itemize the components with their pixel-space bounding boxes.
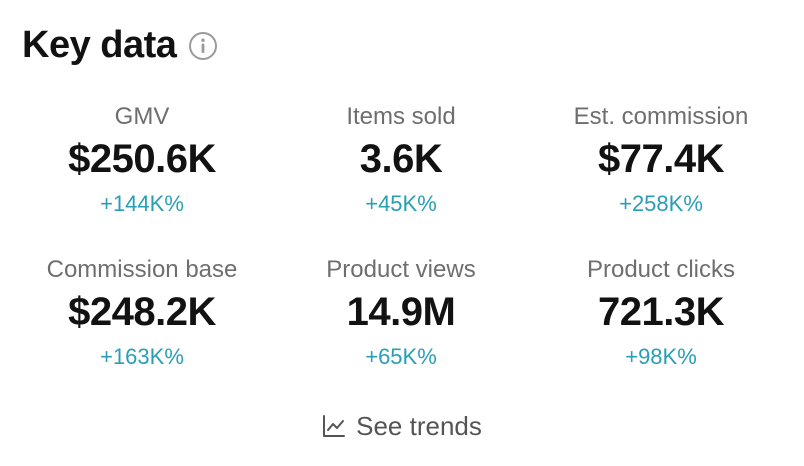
metric-change: +163K% <box>100 344 184 369</box>
metric-value: $248.2K <box>68 290 216 334</box>
metric-product-views[interactable]: Product views 14.9M +65K% <box>284 249 518 402</box>
metric-value: $77.4K <box>598 137 724 181</box>
metric-value: $250.6K <box>68 137 216 181</box>
metric-change: +45K% <box>365 191 437 216</box>
metric-label: Items sold <box>346 103 456 130</box>
metric-value: 3.6K <box>359 137 443 181</box>
line-chart-icon <box>322 414 346 438</box>
metrics-grid: GMV $250.6K +144K% Items sold 3.6K +45K%… <box>0 96 804 402</box>
metric-change: +65K% <box>365 344 437 369</box>
metric-commission-base[interactable]: Commission base $248.2K +163K% <box>0 249 284 402</box>
see-trends-button[interactable]: See trends <box>322 409 482 443</box>
metric-label: Commission base <box>46 256 238 283</box>
trends-row: See trends <box>0 409 804 443</box>
metric-label: Est. commission <box>573 103 749 130</box>
page-title: Key data <box>22 24 177 66</box>
metric-label: GMV <box>114 103 170 130</box>
metric-est-commission[interactable]: Est. commission $77.4K +258K% <box>518 96 804 249</box>
metric-label: Product clicks <box>586 256 736 283</box>
metric-change: +258K% <box>619 191 703 216</box>
info-icon[interactable] <box>188 31 218 61</box>
metric-label: Product views <box>326 256 476 283</box>
key-data-header: Key data <box>22 22 218 68</box>
metric-value: 721.3K <box>598 290 724 334</box>
metric-change: +144K% <box>100 191 184 216</box>
metric-product-clicks[interactable]: Product clicks 721.3K +98K% <box>518 249 804 402</box>
metric-gmv[interactable]: GMV $250.6K +144K% <box>0 96 284 249</box>
see-trends-label: See trends <box>356 411 482 441</box>
metric-change: +98K% <box>625 344 697 369</box>
metric-items-sold[interactable]: Items sold 3.6K +45K% <box>284 96 518 249</box>
metric-value: 14.9M <box>346 290 456 334</box>
